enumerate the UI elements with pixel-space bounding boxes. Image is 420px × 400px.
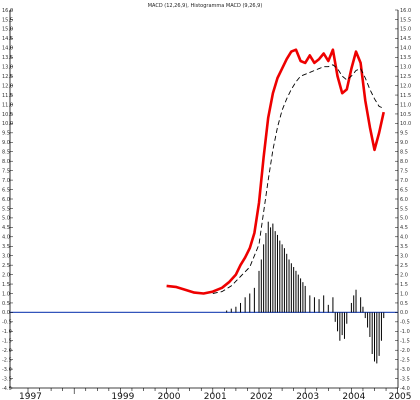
y-tick-label-left: 6.5	[2, 187, 10, 193]
y-tick-label-left: 10.5	[2, 112, 13, 118]
macd-line	[166, 48, 385, 295]
chart-title: MACD (12,26,9), Histogramma MACD (9,26,9…	[148, 3, 263, 9]
y-tick-label-left: -2.0	[2, 348, 12, 354]
y-tick-label-left: -2.5	[2, 357, 12, 363]
y-tick-label-right: -2.0	[400, 348, 410, 354]
y-tick-label-right: 8.5	[400, 150, 408, 156]
y-tick-label-right: 13.0	[400, 65, 411, 71]
x-tick-labels: 1997 1999 2000 2001 2002 2003 2004 2005	[19, 392, 412, 400]
y-tick-label-right: 3.0	[400, 254, 408, 260]
x-tick-label: 2001	[204, 392, 227, 400]
y-tick-label-right: 12.5	[400, 74, 411, 80]
y-tick-label-right: 9.0	[400, 140, 408, 146]
y-tick-label-right: 14.0	[400, 46, 411, 52]
y-tick-label-right: 11.5	[400, 93, 411, 99]
y-tick-label-left: 14.0	[2, 46, 13, 52]
y-tick-label-left: 10.0	[2, 121, 13, 127]
x-tick-label: 2000	[158, 392, 181, 400]
y-tick-label-right: 11.0	[400, 102, 411, 108]
y-tick-label-left: 3.5	[2, 244, 10, 250]
y-tick-label-right: -0.5	[400, 320, 410, 326]
y-tick-label-right: 10.5	[400, 112, 411, 118]
y-tick-labels: 16.0 16.0 15.5 15.5 15.0 15.0 14.5 14.5 14.0 14.0…	[2, 8, 411, 392]
y-tick-label-left: -0.5	[2, 320, 12, 326]
y-tick-label-left: 5.0	[2, 216, 10, 222]
y-tick-label-right: 10.0	[400, 121, 411, 127]
y-tick-label-left: 7.5	[2, 168, 10, 174]
y-tick-label-right: 9.5	[400, 131, 408, 137]
y-tick-label-left: 16.0	[2, 8, 13, 14]
y-tick-label-left: 0.5	[2, 301, 10, 307]
y-tick-label-left: 7.0	[2, 178, 10, 184]
histogram	[226, 221, 385, 364]
y-tick-label-left: 0.0	[2, 310, 10, 316]
y-tick-label-left: -1.0	[2, 329, 12, 335]
y-tick-label-left: -4.0	[2, 386, 12, 392]
y-tick-label-left: 13.0	[2, 65, 13, 71]
y-tick-label-right: 14.5	[400, 36, 411, 42]
y-tick-label-left: 13.5	[2, 55, 13, 61]
y-tick-label-right: 15.0	[400, 27, 411, 33]
y-tick-label-left: 11.5	[2, 93, 13, 99]
y-tick-label-left: 1.0	[2, 291, 10, 297]
y-tick-label-right: 4.0	[400, 235, 408, 241]
y-tick-label-left: 9.5	[2, 131, 10, 137]
y-tick-label-left: 2.5	[2, 263, 10, 269]
y-tick-label-right: 6.0	[400, 197, 408, 203]
y-tick-label-right: 6.5	[400, 187, 408, 193]
signal-line	[212, 64, 384, 294]
y-tick-label-left: 14.5	[2, 36, 13, 42]
y-tick-label-left: 1.5	[2, 282, 10, 288]
y-tick-label-right: 7.5	[400, 168, 408, 174]
y-tick-label-right: -2.5	[400, 357, 410, 363]
y-tick-label-right: 4.5	[400, 225, 408, 231]
y-tick-label-right: 0.5	[400, 301, 408, 307]
y-tick-label-right: 2.5	[400, 263, 408, 269]
y-tick-label-left: 12.0	[2, 83, 13, 89]
y-tick-label-left: 5.5	[2, 206, 10, 212]
y-tick-label-left: -1.5	[2, 339, 12, 345]
y-tick-label-right: -3.0	[400, 367, 410, 373]
y-tick-label-right: 1.0	[400, 291, 408, 297]
y-tick-label-left: 4.0	[2, 235, 10, 241]
y-tick-label-left: 9.0	[2, 140, 10, 146]
y-tick-label-left: 12.5	[2, 74, 13, 80]
x-tick-label: 2002	[250, 392, 273, 400]
y-tick-label-left: -3.5	[2, 376, 12, 382]
y-tick-label-right: 0.0	[400, 310, 408, 316]
y-tick-label-right: -1.0	[400, 329, 410, 335]
y-tick-label-left: 6.0	[2, 197, 10, 203]
y-tick-label-left: 3.0	[2, 254, 10, 260]
x-tick-label: 2005	[389, 392, 412, 400]
y-tick-label-left: 11.0	[2, 102, 13, 108]
y-tick-label-right: 12.0	[400, 83, 411, 89]
y-tick-label-left: -3.0	[2, 367, 12, 373]
x-tick-label: 2004	[342, 392, 365, 400]
y-tick-label-right: 7.0	[400, 178, 408, 184]
y-tick-label-right: 5.5	[400, 206, 408, 212]
y-tick-label-left: 15.0	[2, 27, 13, 33]
x-tick-label: 1999	[111, 392, 134, 400]
y-tick-label-right: -3.5	[400, 376, 410, 382]
y-tick-label-left: 8.5	[2, 150, 10, 156]
y-tick-label-right: 3.5	[400, 244, 408, 250]
y-tick-label-right: 1.5	[400, 282, 408, 288]
y-tick-label-right: 15.5	[400, 17, 411, 23]
y-tick-label-left: 4.5	[2, 225, 10, 231]
series-lines	[166, 48, 385, 295]
x-tick-label: 1997	[19, 392, 42, 400]
x-tick-label: 2003	[296, 392, 319, 400]
y-tick-label-right: 8.0	[400, 159, 408, 165]
y-tick-label-left: 15.5	[2, 17, 13, 23]
y-tick-label-left: 2.0	[2, 272, 10, 278]
y-tick-label-left: 8.0	[2, 159, 10, 165]
y-tick-label-right: 13.5	[400, 55, 411, 61]
y-tick-label-right: -1.5	[400, 339, 410, 345]
y-tick-label-right: 5.0	[400, 216, 408, 222]
y-tick-label-right: 2.0	[400, 272, 408, 278]
y-tick-label-right: 16.0	[400, 8, 411, 14]
y-tick-label-right: -4.0	[400, 386, 410, 392]
